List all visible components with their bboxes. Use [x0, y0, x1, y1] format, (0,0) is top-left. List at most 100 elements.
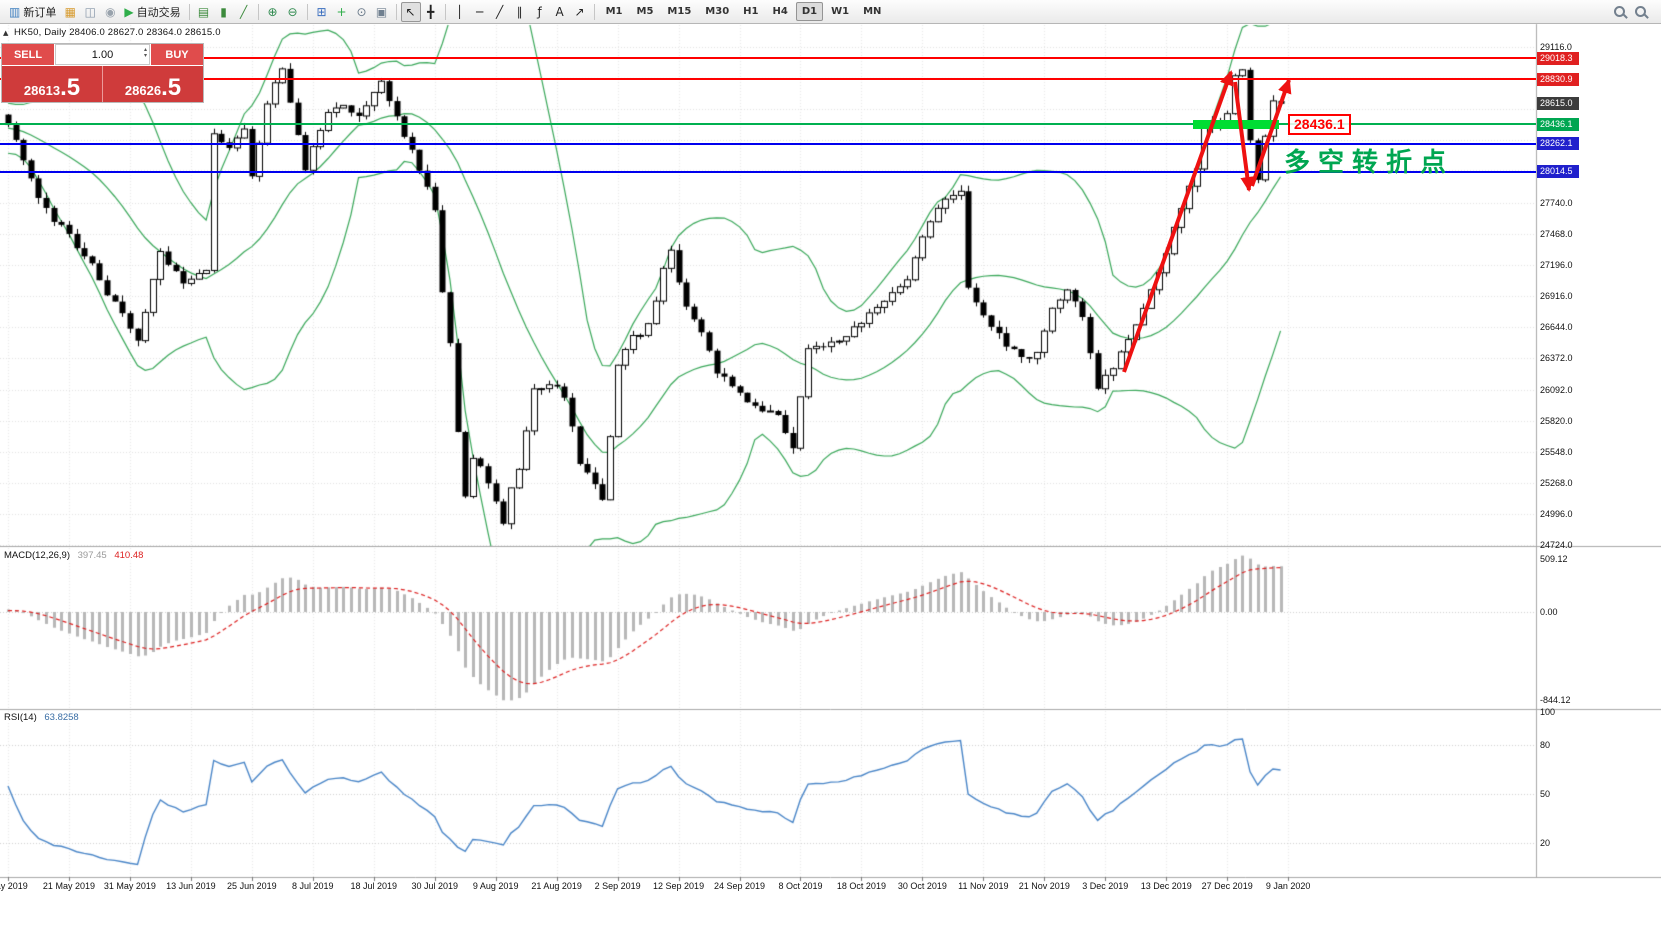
- turning-point-annotation[interactable]: 多空转折点: [1284, 148, 1455, 178]
- autotrade-button[interactable]: ▶ 自动交易: [120, 2, 184, 22]
- macd-name: MACD(12,26,9): [4, 550, 70, 561]
- profiles-icon: ▦: [64, 4, 77, 19]
- rsi-axis-label: 50: [1540, 789, 1551, 799]
- rsi-axis-label: 80: [1540, 739, 1551, 750]
- spinner-up-icon[interactable]: ▴: [143, 46, 147, 53]
- volume-input[interactable]: 1.00 ▴ ▾: [55, 44, 150, 65]
- timeframe-h4[interactable]: H4: [772, 6, 788, 17]
- rsi-axis-label: 100: [1540, 707, 1556, 717]
- date-axis-label: 8 Jul 2019: [292, 881, 334, 891]
- spinner-down-icon[interactable]: ▾: [143, 52, 147, 59]
- macd-signal-value: 410.48: [114, 550, 144, 561]
- trade-panel-controls: SELL 1.00 ▴ ▾ BUY: [2, 44, 203, 65]
- vertical-line-icon[interactable]: │: [450, 2, 470, 22]
- text-icon: A: [555, 4, 564, 19]
- bars-chart-icon[interactable]: ▤: [194, 2, 214, 22]
- price-axis-label: 29116.0: [1540, 42, 1572, 52]
- templates-icon[interactable]: ▣: [372, 2, 392, 22]
- rsi-axis-label: 20: [1540, 838, 1551, 849]
- buy-button[interactable]: BUY: [151, 44, 203, 65]
- macd-label: MACD(12,26,9) 397.45 410.48: [4, 550, 144, 561]
- search-symbol-icon[interactable]: [1614, 6, 1625, 17]
- sell-price[interactable]: 28613 .5: [2, 66, 102, 102]
- date-axis-label: 13 Jun 2019: [166, 881, 216, 891]
- macd-axis-label: 0.00: [1540, 607, 1558, 617]
- price-tag-28615.0: 28615.0: [1537, 97, 1579, 111]
- chart-zoom-icon[interactable]: [1635, 6, 1646, 17]
- timeframe-m15[interactable]: M15: [667, 6, 692, 17]
- tile-windows-icon[interactable]: ⊞: [312, 2, 332, 22]
- toolbar-right-group: [1614, 6, 1656, 17]
- date-axis-label: 3 Dec 2019: [1082, 881, 1129, 891]
- level-price-label[interactable]: 28436.1: [1288, 114, 1351, 135]
- fibonacci-icon[interactable]: ƒ: [530, 2, 550, 22]
- new-order-icon: ▥: [9, 4, 21, 19]
- price-tag-28014.5: 28014.5: [1537, 165, 1579, 179]
- autotrade-button-label: 自动交易: [136, 5, 181, 19]
- arrow-icon[interactable]: ↗: [570, 2, 590, 22]
- sell-button[interactable]: SELL: [2, 44, 54, 65]
- zoom-out-icon[interactable]: ⊖: [283, 2, 303, 22]
- price-axis-label: 27196.0: [1540, 259, 1573, 270]
- date-axis: May 2019 21 May 2019 31 May 2019 13 Jun 201…: [0, 881, 1560, 895]
- date-axis-label: 21 May 2019: [42, 881, 95, 891]
- date-axis-label: 2 Sep 2019: [594, 881, 641, 891]
- cursor-icon[interactable]: ↖: [400, 1, 421, 22]
- price-axis-label: 26372.0: [1540, 353, 1573, 364]
- price-tag-28436.1: 28436.1: [1537, 117, 1579, 131]
- toolbar: ▥ 新订单 ▦ ◫ ◉ ▶ 自动交易 ▤ ▮ ╱ ⊕ ⊖ ⊞ + ⊙ ▣ ↖ ╋ │ ─ ╱ ∥ ƒ A ↗ M1 M5 M15 M3…: [0, 0, 1661, 24]
- trendline-icon: ╱: [495, 4, 504, 19]
- data-window-icon[interactable]: ◫: [80, 2, 100, 22]
- hline-28262.1[interactable]: [0, 142, 1536, 145]
- new-order-button[interactable]: ▥ 新订单: [5, 2, 60, 22]
- date-axis-label: 31 May 2019: [103, 881, 156, 891]
- hline-28014.5[interactable]: [0, 170, 1536, 173]
- navigator-icon[interactable]: ◉: [100, 2, 120, 22]
- date-axis-label: May 2019: [0, 881, 28, 891]
- price-axis-label: 25268.0: [1540, 478, 1573, 489]
- price-tag-28262.1: 28262.1: [1537, 137, 1579, 151]
- buy-price[interactable]: 28626 .5: [102, 66, 203, 102]
- horizontal-line-icon: ─: [475, 4, 484, 19]
- channel-icon: ∥: [516, 4, 523, 19]
- profiles-icon[interactable]: ▦: [60, 2, 80, 22]
- timeframe-m1[interactable]: M1: [605, 6, 623, 17]
- symbol-header: HK50, Daily 28406.0 28627.0 28364.0 2861…: [14, 27, 221, 38]
- trendline-icon[interactable]: ╱: [490, 2, 510, 22]
- fibonacci-icon: ƒ: [537, 4, 542, 19]
- timeframe-w1[interactable]: W1: [831, 6, 850, 17]
- crosshair-icon[interactable]: ╋: [421, 2, 441, 22]
- periods-icon[interactable]: ⊙: [352, 2, 372, 22]
- indicators-icon[interactable]: +: [332, 2, 352, 22]
- arrow-icon: ↗: [574, 4, 585, 19]
- zoom-in-icon[interactable]: ⊕: [263, 2, 283, 22]
- channel-icon[interactable]: ∥: [510, 2, 530, 22]
- timeframe-bar: M1 M5 M15 M30 H1 H4 D1 W1 MN: [599, 2, 889, 21]
- toolbar-separator: [257, 3, 259, 20]
- one-click-collapse-icon[interactable]: ▲: [3, 29, 9, 37]
- timeframe-mn[interactable]: MN: [863, 6, 882, 17]
- hline-28830.9[interactable]: [0, 78, 1536, 81]
- hline-28436.1[interactable]: [0, 123, 1536, 126]
- zoom-in-icon: ⊕: [267, 4, 278, 19]
- hline-29018.3[interactable]: [0, 57, 1536, 60]
- text-icon[interactable]: A: [550, 2, 570, 22]
- line-chart-icon[interactable]: ╱: [234, 2, 254, 22]
- price-axis-label: 24724.0: [1540, 540, 1573, 550]
- sell-price-frac: .5: [60, 74, 81, 101]
- bars-chart-icon: ▤: [197, 4, 210, 19]
- cursor-icon: ↖: [405, 4, 416, 19]
- horizontal-line-icon[interactable]: ─: [470, 2, 490, 22]
- volume-spinner[interactable]: ▴ ▾: [144, 47, 147, 59]
- timeframe-m30[interactable]: M30: [705, 6, 730, 17]
- date-axis-label: 30 Jul 2019: [411, 881, 458, 891]
- candlestick-chart-icon[interactable]: ▮: [214, 2, 234, 22]
- timeframe-h1[interactable]: H1: [743, 6, 759, 17]
- toolbar-separator: [593, 3, 595, 20]
- price-axis-label: 24996.0: [1540, 509, 1573, 520]
- timeframe-m5[interactable]: M5: [636, 6, 654, 17]
- rsi-label: RSI(14) 63.8258: [4, 712, 79, 723]
- timeframe-d1[interactable]: D1: [795, 2, 824, 21]
- consolidation-zone-highlight[interactable]: [1192, 120, 1279, 130]
